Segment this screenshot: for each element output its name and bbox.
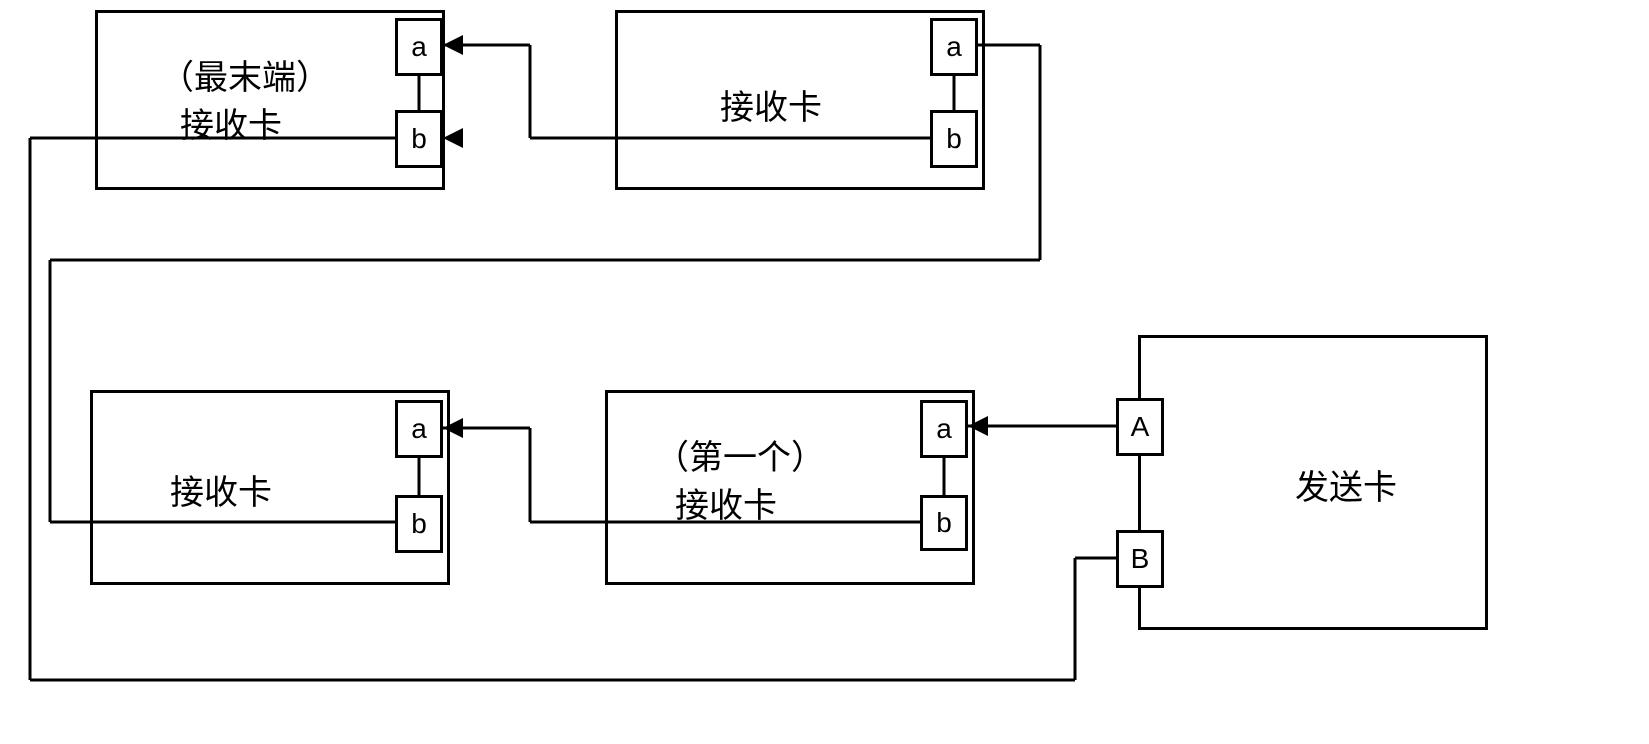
receiver-last-label-line1: （最末端） bbox=[160, 60, 330, 97]
receiver-tr-port-b: b bbox=[930, 110, 978, 168]
port-label: b bbox=[936, 507, 952, 539]
receiver-first-label: （第一个） 接收卡 bbox=[655, 435, 825, 530]
receiver-tr-port-a: a bbox=[930, 18, 978, 76]
port-label: b bbox=[411, 123, 427, 155]
receiver-first-label-line2: 接收卡 bbox=[655, 488, 777, 525]
sender-port-A: A bbox=[1116, 398, 1164, 456]
receiver-bl-label: 接收卡 bbox=[170, 470, 272, 518]
sender-port-B: B bbox=[1116, 530, 1164, 588]
receiver-last-label: （最末端） 接收卡 bbox=[160, 55, 330, 150]
port-label: b bbox=[946, 123, 962, 155]
port-label: A bbox=[1131, 411, 1150, 443]
port-label: a bbox=[936, 413, 952, 445]
receiver-bl-port-a: a bbox=[395, 400, 443, 458]
receiver-first-port-b: b bbox=[920, 495, 968, 551]
receiver-tr-label: 接收卡 bbox=[720, 85, 822, 133]
receiver-last-label-line2: 接收卡 bbox=[160, 108, 282, 145]
port-label: a bbox=[411, 31, 427, 63]
port-label: a bbox=[411, 413, 427, 445]
receiver-first-label-line1: （第一个） bbox=[655, 440, 825, 477]
receiver-last-port-a: a bbox=[395, 18, 443, 76]
port-label: B bbox=[1131, 543, 1150, 575]
receiver-bl-port-b: b bbox=[395, 495, 443, 553]
sender-label: 发送卡 bbox=[1295, 465, 1397, 513]
port-label: b bbox=[411, 508, 427, 540]
receiver-first-port-a: a bbox=[920, 400, 968, 458]
port-label: a bbox=[946, 31, 962, 63]
receiver-last-port-b: b bbox=[395, 110, 443, 168]
